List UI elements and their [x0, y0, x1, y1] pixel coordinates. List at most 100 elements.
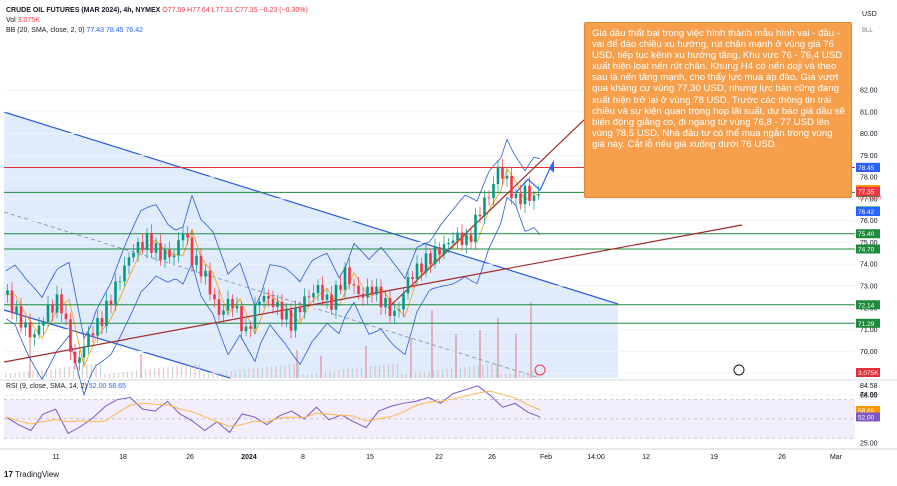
- rsi-tick-label: 74.99: [860, 392, 878, 399]
- candle-body: [312, 293, 315, 298]
- volume-bar: [333, 370, 336, 378]
- volume-bar: [108, 373, 111, 378]
- volume-bar: [167, 367, 169, 378]
- candle-body: [136, 242, 140, 253]
- volume-bar: [68, 367, 70, 378]
- time-tick-label: 2024: [241, 454, 257, 461]
- candle-body: [465, 234, 468, 246]
- candle-body: [442, 244, 446, 255]
- volume-bar: [423, 371, 426, 378]
- volume-bar: [36, 370, 39, 378]
- price-tick-label: 81.00: [860, 109, 878, 116]
- price-tag-bg: [856, 186, 880, 196]
- candle-body: [460, 232, 464, 246]
- candle-body: [537, 194, 540, 196]
- bb-header: BB (20, SMA, close, 2, 0) 77.43 78.45 76…: [6, 26, 143, 35]
- time-axis: 11 18 26 2024 8 15 22 26 Feb 14:00 12 19 26 Mar: [0, 364, 897, 461]
- rsi-pane: [0, 379, 897, 439]
- price-tag-label: 77.35: [858, 189, 875, 196]
- candle-body: [208, 270, 212, 295]
- candle-body: [523, 185, 527, 205]
- time-tick-label: 8: [301, 454, 305, 461]
- rsi-tick-label: 25.00: [860, 441, 878, 448]
- volume-bar: [221, 372, 223, 378]
- volume-bar: [360, 367, 363, 378]
- volume-bar: [140, 354, 142, 378]
- candle-body: [334, 284, 338, 310]
- rsi-header: RSI (9, close, SMA, 14, 2) 52.00 58.65: [6, 382, 126, 391]
- volume-bar: [189, 364, 192, 378]
- volume-bar: [180, 365, 183, 378]
- candle-body: [325, 294, 329, 300]
- volume-bar: [284, 365, 286, 378]
- candle-body: [406, 277, 410, 294]
- volume-bar: [288, 364, 291, 378]
- volume-bar: [135, 370, 138, 378]
- candle-body: [100, 318, 104, 327]
- channel-lower-line: [3, 309, 231, 379]
- candle-body: [532, 195, 536, 201]
- volume-bar: [239, 370, 241, 378]
- volume-bar: [86, 365, 88, 378]
- volume-bar: [270, 366, 273, 378]
- volume-bar: [509, 373, 511, 378]
- volume-bar: [320, 372, 322, 378]
- candle-body: [177, 240, 180, 256]
- time-tick-label: 14:00: [587, 454, 605, 461]
- volume-label: Vol: [6, 17, 16, 24]
- volume-bar: [495, 363, 498, 378]
- price-tick-label: 78.00: [860, 175, 878, 182]
- channel-fill: [4, 112, 618, 378]
- volume-bar: [504, 373, 507, 378]
- volume-bar: [419, 372, 421, 378]
- volume-bar: [347, 369, 349, 378]
- candle-body: [172, 255, 176, 258]
- volume-bar: [351, 368, 354, 378]
- candle-body: [181, 233, 185, 241]
- candle-body: [69, 319, 72, 352]
- volume-bar: [59, 368, 61, 378]
- bb-lower-band: [5, 196, 541, 397]
- volume-bar: [513, 372, 516, 378]
- candle-body: [150, 232, 153, 253]
- volume-bar: [455, 334, 457, 378]
- volume-bar: [315, 372, 318, 378]
- volume-bar: [482, 365, 484, 378]
- candle-body: [352, 284, 356, 286]
- volume-bar: [275, 366, 277, 378]
- tradingview-icon: 17: [4, 470, 13, 479]
- volume-bar: [378, 365, 381, 378]
- candle-body: [114, 281, 117, 305]
- volume-bar: [140, 370, 142, 378]
- price-tick-label: 77.00: [860, 196, 878, 203]
- candle-body: [231, 298, 234, 309]
- candle-body: [420, 263, 423, 273]
- candle-body: [379, 286, 383, 308]
- volume-bar: [63, 367, 66, 378]
- volume-bar: [162, 367, 165, 378]
- candle-body: [303, 296, 306, 313]
- volume-bar: [99, 363, 102, 378]
- volume-bar: [203, 374, 205, 378]
- analysis-note[interactable]: Giá dầu thất bại trong việc hình thành m…: [584, 22, 852, 198]
- candle-body: [285, 310, 288, 320]
- candle-body: [19, 306, 23, 328]
- volume-bar: [153, 368, 156, 378]
- candle-body: [483, 197, 486, 217]
- candle-body: [217, 299, 221, 315]
- volume-bar: [257, 368, 259, 378]
- volume-bar: [54, 368, 57, 378]
- candle-body: [514, 193, 518, 199]
- price-tick-label: 80.00: [860, 131, 878, 138]
- candle-body: [469, 234, 473, 242]
- volume-bar: [311, 373, 313, 378]
- volume-bar: [365, 346, 367, 378]
- price-tick-label: 79.00: [860, 153, 878, 160]
- volume-bar: [329, 371, 331, 378]
- volume-bar: [117, 372, 120, 378]
- volume-bar: [122, 372, 124, 378]
- volume-bar: [396, 363, 399, 378]
- candle-body: [330, 294, 333, 310]
- price-tag-bg: [856, 229, 880, 239]
